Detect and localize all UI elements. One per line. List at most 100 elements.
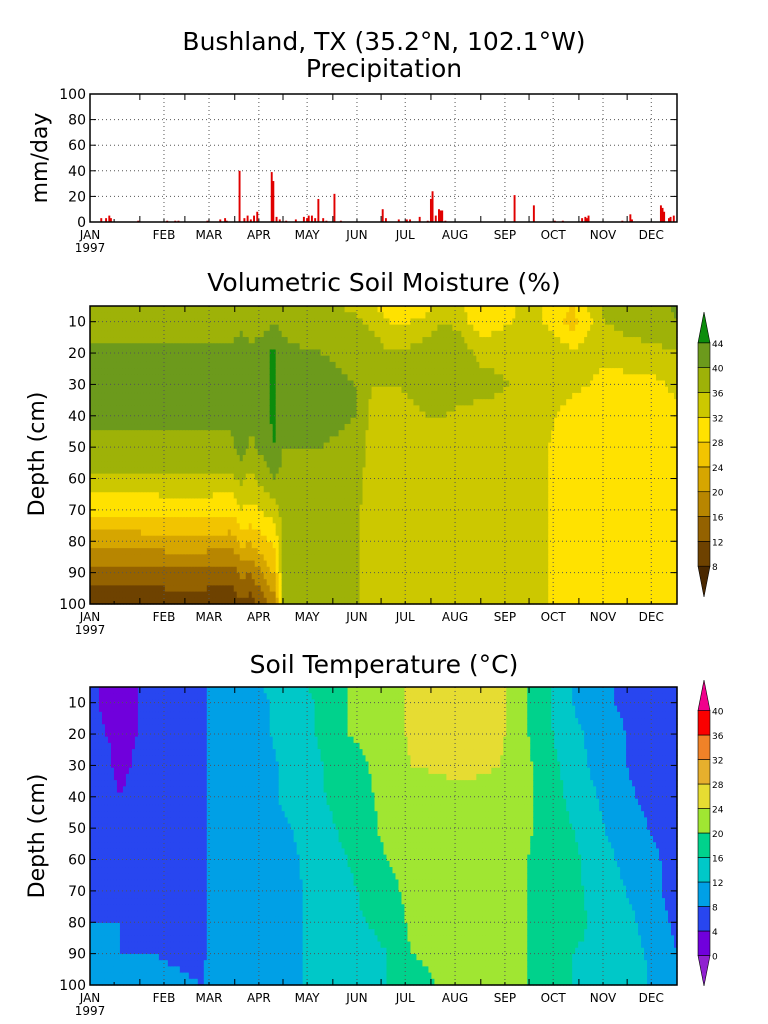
heatmap-cell [104, 541, 109, 549]
precip-bar [100, 218, 103, 222]
heatmap-cell [104, 572, 109, 580]
heatmap-cell [152, 380, 157, 388]
heatmap-cell [149, 337, 154, 344]
heatmap-cell [95, 554, 100, 562]
heatmap-cell [134, 492, 139, 500]
heatmap-cell [131, 548, 136, 555]
heatmap-cell [143, 436, 148, 444]
heatmap-cell [179, 442, 184, 450]
heatmap-cell [116, 535, 121, 543]
heatmap-cell [128, 597, 133, 605]
heatmap-cell [125, 572, 130, 580]
heatmap-cell [173, 405, 178, 413]
heatmap-cell [107, 541, 112, 549]
heatmap-cell [116, 448, 121, 456]
heatmap-cell [176, 529, 181, 537]
heatmap-cell [164, 306, 169, 313]
heatmap-cell [98, 349, 103, 357]
heatmap-cell [173, 417, 178, 425]
heatmap-cell [90, 591, 94, 599]
heatmap-cell [95, 548, 100, 555]
heatmap-cell [90, 368, 94, 375]
heatmap-cell [134, 529, 139, 537]
heatmap-cell [95, 510, 100, 518]
heatmap-cell [90, 585, 94, 593]
plot-background [90, 94, 677, 222]
heatmap-cell [164, 529, 169, 537]
heatmap-cell [122, 318, 127, 326]
heatmap-cell [125, 467, 130, 475]
heatmap-cell [167, 597, 172, 605]
heatmap-cell [107, 523, 112, 531]
heatmap-cell [173, 473, 178, 481]
heatmap-cell [167, 572, 172, 580]
heatmap-cell [143, 529, 148, 537]
heatmap-cell [152, 486, 157, 493]
precip-bar [631, 219, 633, 222]
heatmap-cell [155, 560, 160, 568]
heatmap-cell [179, 386, 184, 394]
heatmap-cell [101, 548, 106, 555]
heatmap-cell [131, 486, 136, 493]
heatmap-cell [155, 554, 160, 562]
heatmap-cell [149, 541, 154, 549]
heatmap-cell [107, 510, 112, 518]
heatmap-cell [107, 343, 112, 351]
heatmap-cell [158, 448, 163, 456]
heatmap-cell [140, 461, 145, 469]
heatmap-cell [170, 486, 175, 493]
heatmap-cell [170, 541, 175, 549]
heatmap-cell [119, 380, 124, 388]
heatmap-cell [122, 306, 127, 313]
heatmap-cell [149, 579, 154, 586]
heatmap-cell [119, 306, 124, 313]
heatmap-cell [158, 411, 163, 419]
heatmap-cell [179, 361, 184, 369]
heatmap-cell [95, 566, 100, 574]
heatmap-cell [179, 492, 184, 500]
heatmap-cell [149, 479, 154, 487]
heatmap-cell [128, 374, 133, 382]
heatmap-cell [92, 517, 97, 524]
heatmap-cell [179, 504, 184, 512]
heatmap-cell [176, 436, 181, 444]
heatmap-cell [95, 455, 100, 462]
heatmap-cell [158, 498, 163, 506]
heatmap-cell [92, 529, 97, 537]
heatmap-cell [113, 349, 118, 357]
heatmap-cell [128, 461, 133, 469]
heatmap-cell [170, 529, 175, 537]
precip-bar [333, 193, 336, 222]
heatmap-cell [98, 597, 103, 605]
heatmap-cell [137, 436, 142, 444]
heatmap-cell [128, 343, 133, 351]
heatmap-cell [104, 330, 109, 338]
heatmap-cell [167, 318, 172, 326]
heatmap-cell [107, 355, 112, 363]
heatmap-cell [167, 349, 172, 357]
heatmap-cell [140, 355, 145, 363]
heatmap-cell [131, 436, 136, 444]
heatmap-cell [176, 430, 181, 437]
heatmap-cell [140, 411, 145, 419]
heatmap-cell [128, 430, 133, 437]
heatmap-cell [110, 306, 115, 313]
heatmap-cell [98, 436, 103, 444]
heatmap-cell [140, 523, 145, 531]
heatmap-cell [104, 560, 109, 568]
heatmap-cell [137, 523, 142, 531]
heatmap-cell [149, 591, 154, 599]
heatmap-cell [98, 411, 103, 419]
heatmap-cell [128, 554, 133, 562]
heatmap-cell [152, 510, 157, 518]
heatmap-cell [137, 486, 142, 493]
precip-bar [669, 216, 672, 222]
heatmap-cell [134, 324, 139, 332]
heatmap-cell [128, 591, 133, 599]
heatmap-cell [158, 591, 163, 599]
heatmap-cell [107, 566, 112, 574]
heatmap-cell [140, 504, 145, 512]
heatmap-cell [164, 579, 169, 586]
heatmap-cell [131, 361, 136, 369]
heatmap-cell [104, 510, 109, 518]
